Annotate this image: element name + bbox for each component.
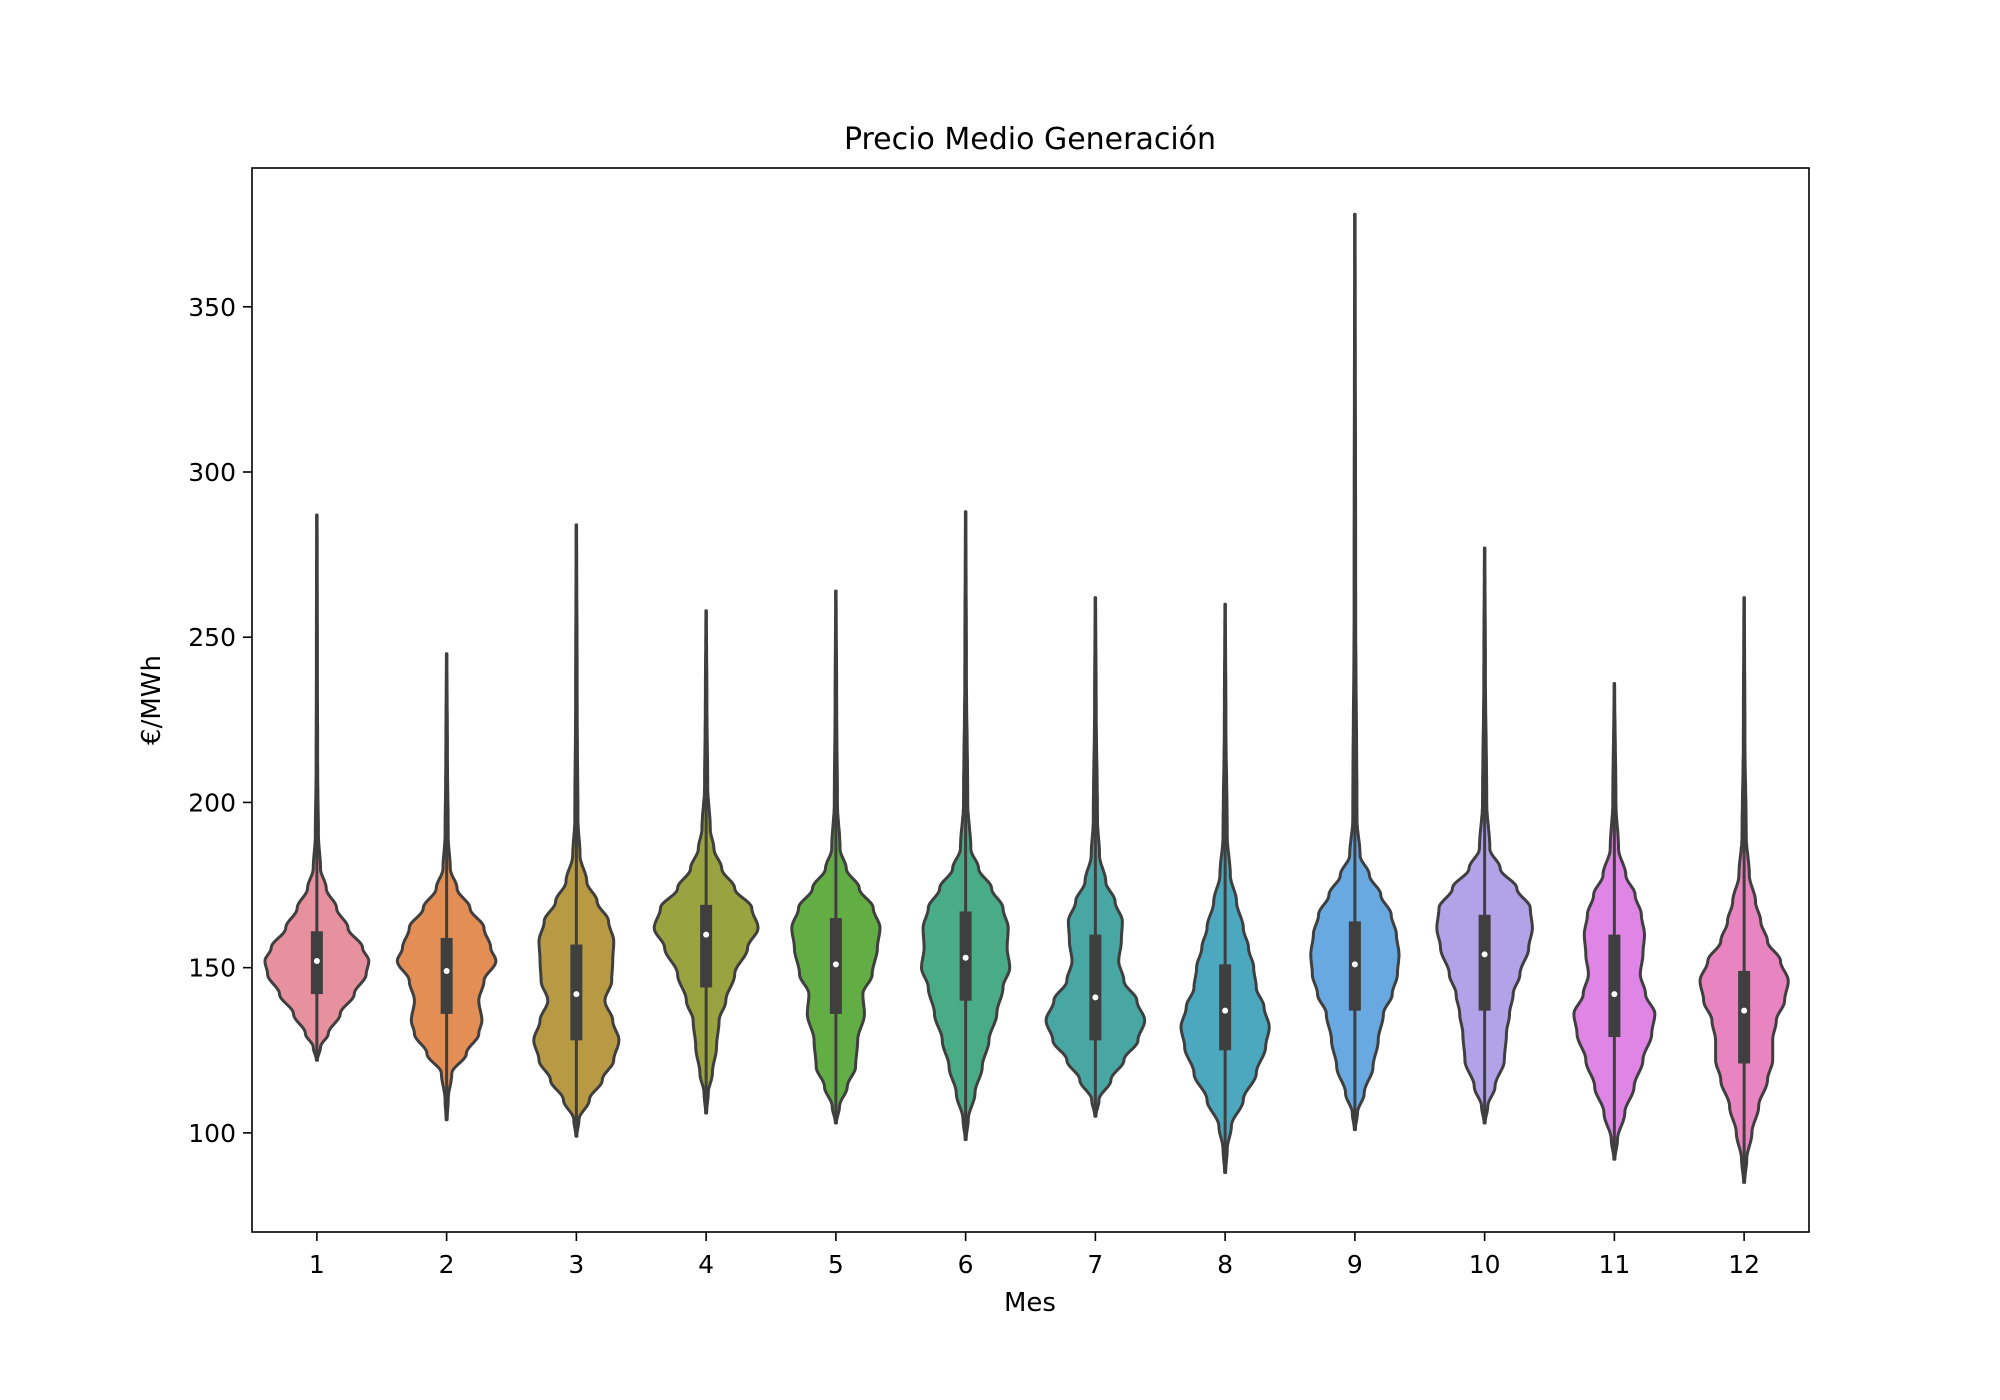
violin-iqr-box bbox=[1219, 964, 1232, 1051]
y-axis: 100 150 200 250 300 350 bbox=[188, 293, 252, 1148]
violin-month-4 bbox=[652, 609, 760, 1115]
violin-median-point bbox=[1741, 1007, 1748, 1014]
x-tick-label: 11 bbox=[1598, 1250, 1630, 1279]
violin-month-10 bbox=[1435, 546, 1534, 1125]
violin-iqr-box bbox=[1089, 934, 1102, 1041]
violin-iqr-box bbox=[1478, 914, 1491, 1011]
plot-frame bbox=[251, 167, 1810, 1233]
violin-median-point bbox=[1481, 951, 1488, 958]
x-tick-label: 4 bbox=[698, 1250, 714, 1279]
violin-iqr-box bbox=[700, 904, 713, 988]
violin-iqr-box bbox=[1608, 934, 1621, 1038]
violin-median-point bbox=[1611, 991, 1618, 998]
violin-median-point bbox=[1092, 994, 1099, 1001]
violin-median-point bbox=[443, 967, 450, 974]
violin-median-point bbox=[832, 961, 839, 968]
violin-iqr-box bbox=[440, 937, 453, 1014]
violin-month-6 bbox=[920, 510, 1012, 1141]
x-tick-label: 8 bbox=[1217, 1250, 1233, 1279]
y-tick-label: 200 bbox=[188, 788, 236, 817]
x-axis: 1 2 3 4 5 6 7 8 9 10 11 12 bbox=[309, 1232, 1760, 1279]
x-axis-label: Mes bbox=[1004, 1288, 1056, 1318]
violin-month-2 bbox=[395, 652, 498, 1122]
y-tick-label: 150 bbox=[188, 954, 236, 983]
x-tick-label: 6 bbox=[958, 1250, 974, 1279]
x-tick-label: 12 bbox=[1728, 1250, 1760, 1279]
violin-median-point bbox=[703, 931, 710, 938]
violin-month-3 bbox=[532, 523, 621, 1138]
x-tick-label: 9 bbox=[1347, 1250, 1363, 1279]
violin-month-8 bbox=[1179, 602, 1271, 1174]
violin-month-9 bbox=[1309, 212, 1401, 1132]
x-tick-label: 2 bbox=[439, 1250, 455, 1279]
x-tick-label: 1 bbox=[309, 1250, 325, 1279]
y-tick-label: 250 bbox=[188, 623, 236, 652]
x-tick-label: 7 bbox=[1087, 1250, 1103, 1279]
chart-title: Precio Medio Generación bbox=[844, 122, 1216, 157]
y-tick-label: 100 bbox=[188, 1119, 236, 1148]
x-tick-label: 3 bbox=[568, 1250, 584, 1279]
y-axis-label: €/MWh bbox=[137, 655, 167, 745]
plot-area bbox=[263, 212, 1790, 1184]
violin-month-7 bbox=[1044, 596, 1147, 1118]
violin-median-point bbox=[1351, 961, 1358, 968]
violin-month-1 bbox=[263, 513, 371, 1062]
y-tick-label: 350 bbox=[188, 293, 236, 322]
violin-month-5 bbox=[790, 589, 882, 1125]
violin-median-point bbox=[962, 954, 969, 961]
violin-median-point bbox=[573, 991, 580, 998]
violin-median-point bbox=[1222, 1007, 1229, 1014]
violin-month-12 bbox=[1698, 596, 1790, 1184]
x-tick-label: 10 bbox=[1469, 1250, 1501, 1279]
violin-month-11 bbox=[1572, 682, 1657, 1161]
violin-median-point bbox=[313, 958, 320, 965]
x-tick-label: 5 bbox=[828, 1250, 844, 1279]
y-tick-label: 300 bbox=[188, 458, 236, 487]
violin-iqr-box bbox=[1738, 970, 1751, 1064]
